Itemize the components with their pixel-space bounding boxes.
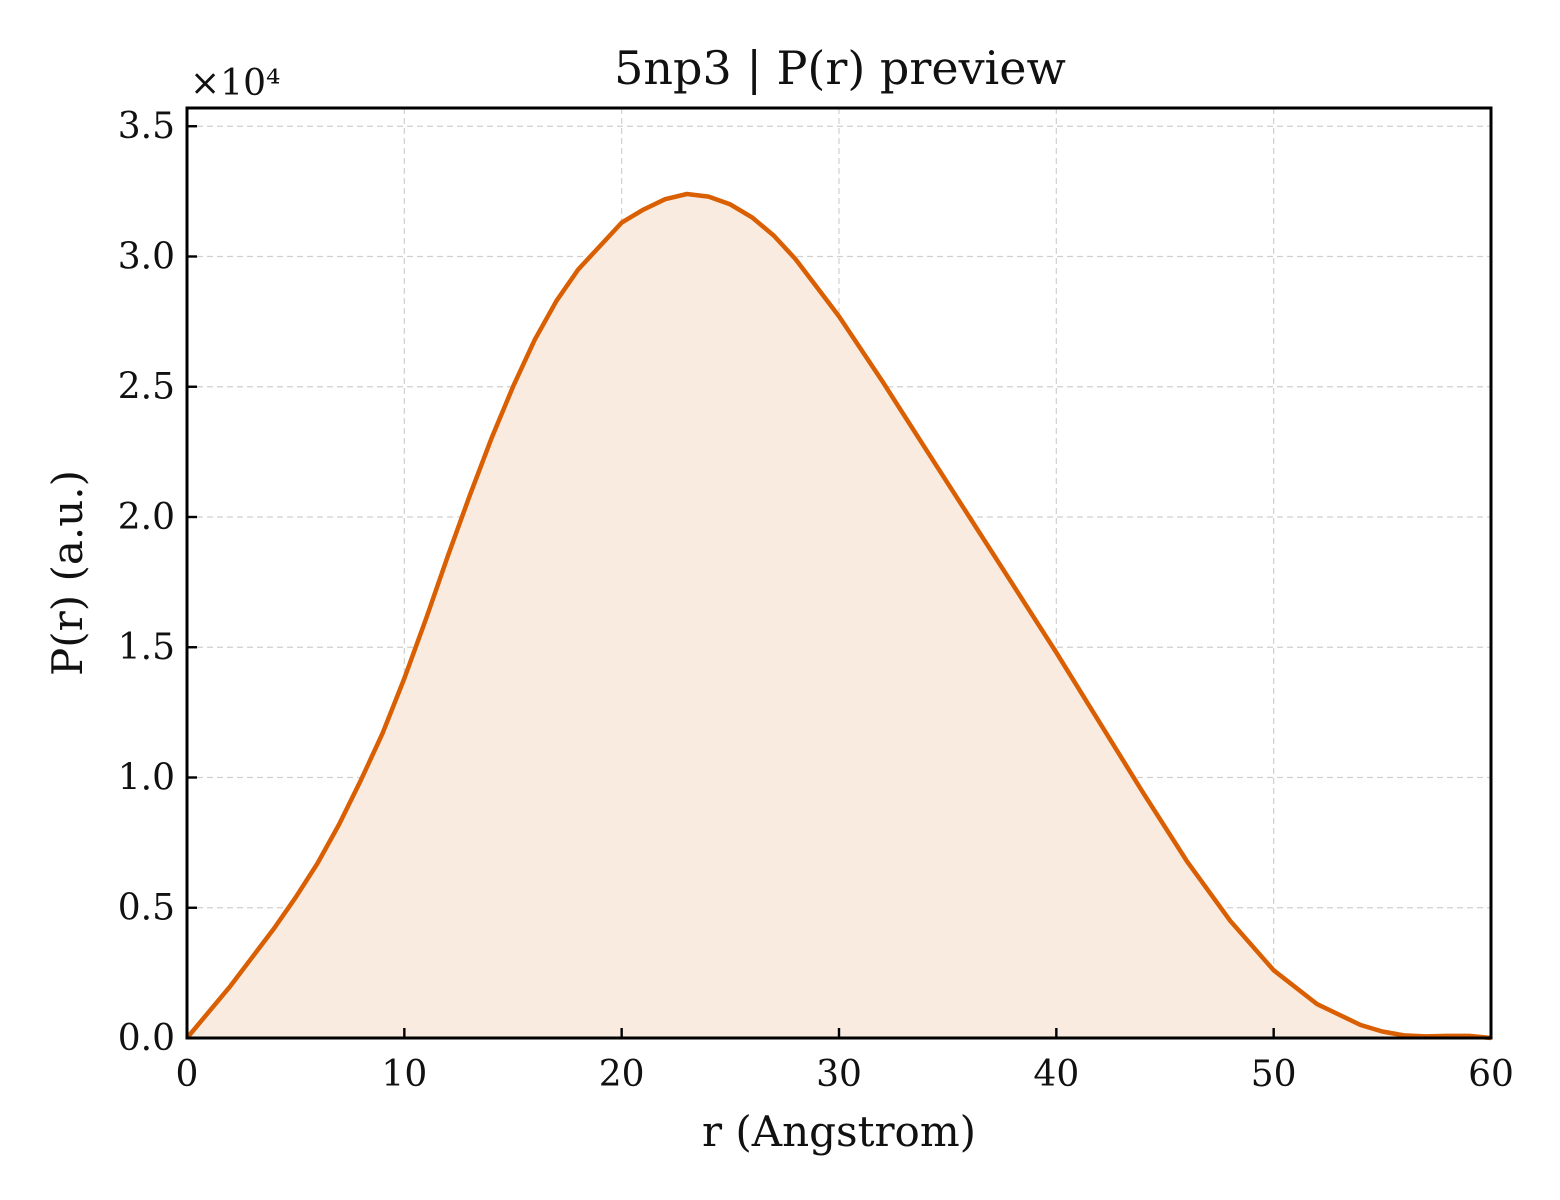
y-tick-label: 3.0 [118, 236, 175, 277]
y-tick-label: 0.0 [118, 1018, 175, 1059]
y-tick-label: 3.5 [118, 106, 175, 147]
x-tick-label: 0 [176, 1054, 199, 1095]
x-tick-label: 60 [1468, 1054, 1514, 1095]
area-fill [187, 194, 1491, 1038]
y-axis-label: P(r) (a.u.) [43, 470, 92, 676]
y-tick-label: 1.0 [118, 757, 175, 798]
chart-title: 5np3 | P(r) preview [614, 41, 1066, 95]
x-tick-label: 30 [816, 1054, 862, 1095]
axis-ticks [185, 125, 1493, 1040]
y-tick-label: 0.5 [118, 888, 175, 929]
series-line [185, 191, 1492, 1041]
x-tick-label: 10 [381, 1054, 427, 1095]
y-tick-label: 2.0 [118, 497, 175, 538]
x-tick-label: 20 [599, 1054, 645, 1095]
y-tick-label: 1.5 [118, 627, 175, 668]
x-axis-label: r (Angstrom) [702, 1107, 976, 1156]
y-tick-label: 2.5 [118, 367, 175, 408]
x-tick-label: 40 [1033, 1054, 1079, 1095]
y-multiplier: ×10⁴ [190, 63, 280, 104]
axis-tick-labels: 0 10 20 30 40 50 60 0.0 0.5 1.0 1.5 2.0 2.5 3.0 3.5 [118, 106, 1514, 1095]
x-tick-label: 50 [1251, 1054, 1297, 1095]
